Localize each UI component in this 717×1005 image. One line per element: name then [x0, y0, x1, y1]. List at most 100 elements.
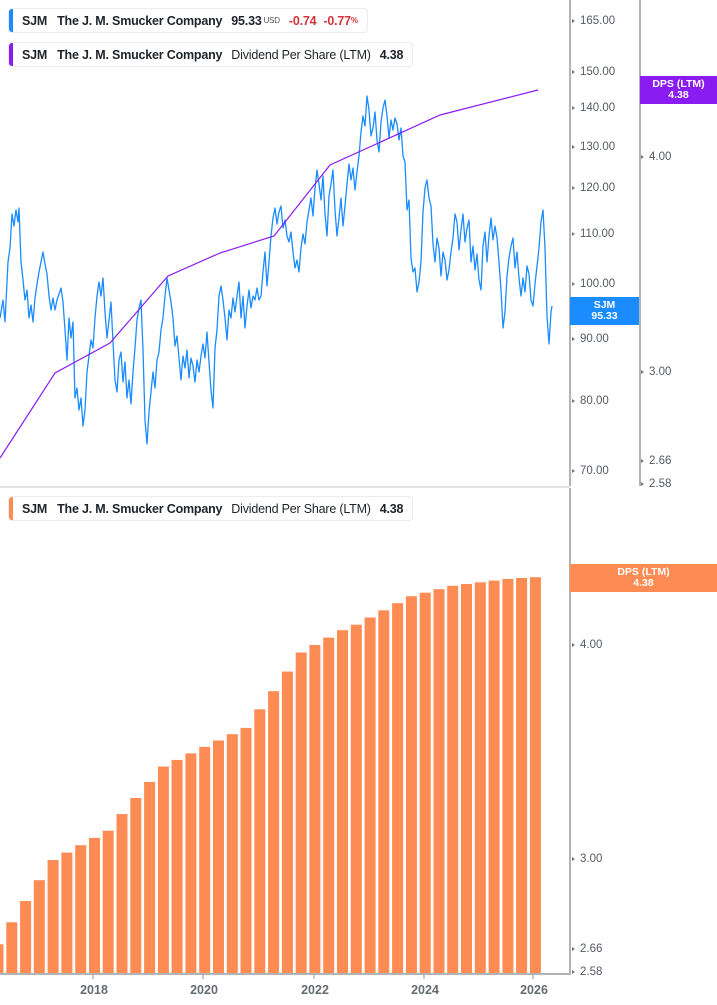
dps-legend-bottom[interactable]: SJM The J. M. Smucker Company Dividend P…	[8, 496, 414, 521]
dps-bar[interactable]	[102, 830, 114, 974]
dps-flag-value: 4.38	[633, 577, 654, 589]
dps-line	[0, 89, 539, 459]
legend-currency: USD	[263, 16, 281, 25]
dps-bar[interactable]	[392, 603, 404, 974]
dps-bar[interactable]	[419, 592, 431, 974]
dps-bar[interactable]	[350, 624, 362, 974]
legend-change-pct: -0.77	[323, 13, 351, 28]
dps-axis-line-top[interactable]	[639, 0, 641, 486]
x-axis-label: 2022	[301, 983, 329, 997]
dps-bar[interactable]	[295, 652, 307, 975]
dps-axis-tick: 3.00	[640, 366, 672, 378]
price-axis-tick: 120.00	[571, 182, 616, 194]
price-axis-tick: 70.00	[572, 465, 609, 477]
legend-value: 4.38	[379, 47, 404, 62]
dps-bar[interactable]	[516, 578, 528, 974]
dps-axis-tick: 2.58	[571, 966, 603, 978]
dps-bar[interactable]	[47, 860, 59, 974]
dps-bar[interactable]	[6, 922, 18, 974]
dps-bar[interactable]	[433, 589, 445, 974]
legend-company: The J. M. Smucker Company	[57, 501, 223, 516]
legend-pct-symbol: %	[350, 16, 358, 25]
dps-bar[interactable]	[33, 880, 45, 974]
dps-bar[interactable]	[378, 610, 390, 974]
price-axis-line[interactable]	[569, 0, 571, 486]
pane-divider[interactable]	[0, 486, 570, 488]
dps-legend-top[interactable]: SJM The J. M. Smucker Company Dividend P…	[8, 42, 414, 67]
dps-bar[interactable]	[281, 671, 293, 974]
dps-bar[interactable]	[323, 637, 335, 974]
dps-bar[interactable]	[0, 944, 4, 974]
price-axis-tick: 165.00	[571, 15, 616, 27]
dps-bar[interactable]	[405, 596, 417, 974]
dps-bar[interactable]	[61, 852, 73, 974]
dps-flag-label: DPS (LTM)	[652, 78, 705, 90]
legend-ticker: SJM	[22, 47, 48, 62]
dps-bar[interactable]	[364, 617, 376, 975]
price-pane: SJM The J. M. Smucker Company 95.33 USD …	[0, 0, 717, 490]
price-axis-tick: 140.00	[571, 102, 616, 114]
dps-bar[interactable]	[268, 691, 280, 974]
dps-legend-accent	[9, 497, 13, 520]
price-flag-ticker: SJM	[593, 299, 616, 311]
dps-bar[interactable]	[116, 814, 128, 974]
price-line	[0, 95, 553, 445]
dps-bar[interactable]	[199, 746, 211, 974]
dps-bar[interactable]	[75, 845, 87, 974]
dps-bar[interactable]	[213, 740, 224, 975]
dps-axis-tick: 3.00	[571, 853, 603, 865]
legend-price: 95.33	[231, 13, 262, 28]
dps-bar[interactable]	[488, 580, 500, 974]
dps-last-value-flag-top: DPS (LTM) 4.38	[640, 76, 717, 104]
dps-pane: SJM The J. M. Smucker Company Dividend P…	[0, 488, 717, 1005]
dps-bar[interactable]	[240, 727, 252, 974]
dps-bar[interactable]	[20, 901, 32, 974]
dps-axis-tick: 2.66	[571, 943, 603, 955]
dps-bar[interactable]	[529, 577, 541, 974]
dps-bar[interactable]	[309, 645, 321, 974]
legend-metric: Dividend Per Share (LTM)	[231, 501, 371, 516]
dps-bar[interactable]	[474, 582, 486, 974]
dps-bar[interactable]	[171, 759, 183, 974]
legend-company: The J. M. Smucker Company	[57, 13, 223, 28]
dps-bar[interactable]	[447, 585, 459, 974]
legend-change: -0.74	[288, 13, 317, 28]
dps-bar[interactable]	[337, 630, 348, 974]
price-flag-value: 95.33	[591, 310, 618, 322]
dps-bar[interactable]	[226, 734, 238, 974]
price-legend[interactable]: SJM The J. M. Smucker Company 95.33 USD …	[8, 8, 368, 33]
price-chart-plot	[0, 89, 553, 459]
dps-axis-tick: 2.58	[640, 478, 672, 490]
dps-axis-tick: 2.66	[640, 455, 672, 467]
dps-axis-tick: 4.00	[640, 151, 672, 163]
legend-metric: Dividend Per Share (LTM)	[231, 47, 371, 62]
dps-last-value-flag-bottom: DPS (LTM) 4.38	[570, 564, 717, 592]
price-legend-accent	[9, 9, 13, 32]
legend-company: The J. M. Smucker Company	[57, 47, 223, 62]
dps-bar[interactable]	[144, 782, 156, 974]
price-axis-tick: 110.00	[571, 228, 615, 240]
x-axis-label: 2026	[520, 983, 548, 997]
price-axis-tick: 90.00	[572, 333, 609, 345]
legend-ticker: SJM	[22, 13, 48, 28]
dps-bar[interactable]	[130, 797, 142, 974]
dps-axis-line-bottom[interactable]	[569, 488, 571, 975]
dps-flag-label: DPS (LTM)	[617, 566, 670, 578]
legend-value: 4.38	[379, 501, 404, 516]
dps-bar[interactable]	[185, 753, 197, 974]
dps-bar-chart-plot	[0, 577, 570, 979]
dps-legend-accent	[9, 43, 13, 66]
price-axis-tick: 100.00	[571, 278, 616, 290]
dps-bar[interactable]	[502, 578, 514, 974]
x-axis-label: 2024	[411, 983, 439, 997]
dps-bar[interactable]	[89, 837, 100, 974]
dps-flag-value: 4.38	[668, 89, 689, 101]
x-axis-label: 2018	[80, 983, 108, 997]
price-axis-tick: 150.00	[571, 66, 616, 78]
dps-bar[interactable]	[461, 584, 472, 974]
dps-bar[interactable]	[157, 766, 169, 975]
dps-bar[interactable]	[254, 709, 266, 974]
x-axis-label: 2020	[190, 983, 218, 997]
price-axis-tick: 80.00	[572, 395, 609, 407]
price-axis-tick: 130.00	[571, 141, 616, 153]
